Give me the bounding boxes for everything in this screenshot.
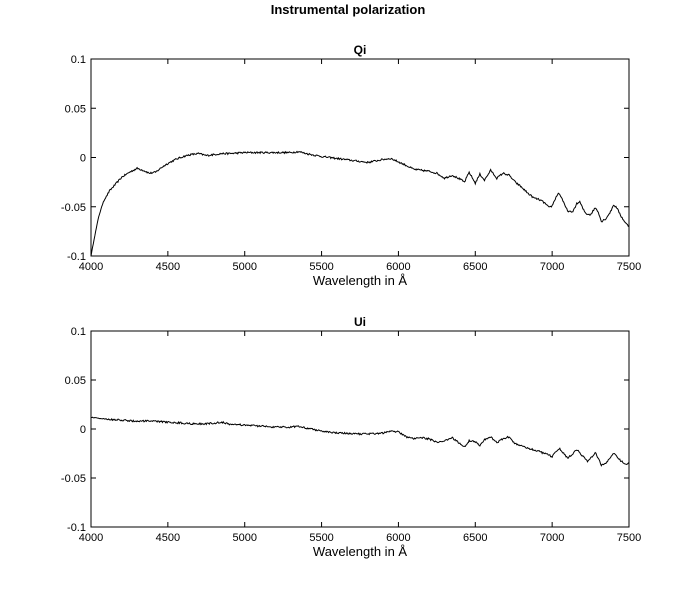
plot-area-frame <box>90 58 630 257</box>
x-tick-label: 7500 <box>617 261 641 273</box>
x-tick-label: 5000 <box>232 532 256 544</box>
x-tick-label: 7500 <box>617 532 641 544</box>
chart-title: Ui <box>354 315 366 329</box>
x-tick-label: 4500 <box>156 532 180 544</box>
x-axis-label: Wavelength in Å <box>313 273 408 288</box>
plot-area-frame <box>90 330 630 528</box>
x-tick-label: 6500 <box>463 532 487 544</box>
y-tick-label: 0.05 <box>65 103 86 115</box>
x-tick-label: 6000 <box>386 261 410 273</box>
x-tick-label: 7000 <box>540 261 564 273</box>
x-tick-label: 5000 <box>232 261 256 273</box>
chart-title: Qi <box>354 43 367 57</box>
series-line <box>90 150 630 257</box>
y-tick-label: 0.1 <box>71 326 86 338</box>
y-tick-label: -0.05 <box>61 202 86 214</box>
y-tick-label: -0.05 <box>61 473 86 485</box>
x-tick-label: 4000 <box>79 532 103 544</box>
y-tick-label: -0.1 <box>67 251 86 263</box>
x-tick-label: 7000 <box>540 532 564 544</box>
y-tick-label: 0 <box>80 424 86 436</box>
chart-panel-qi: Qi 4000 4500 5000 5500 6000 6500 7000 7500 -0.1 -0… <box>61 43 641 288</box>
y-tick-label: 0.1 <box>71 54 86 66</box>
chart-panel-ui: Ui 4000 4500 5000 5500 6000 6500 7000 7500 -0.1 -0… <box>61 315 641 559</box>
y-tick-label: -0.1 <box>67 522 86 534</box>
x-tick-label: 6500 <box>463 261 487 273</box>
y-tick-label: 0.05 <box>65 375 86 387</box>
x-tick-label: 5500 <box>309 532 333 544</box>
x-tick-label: 4500 <box>156 261 180 273</box>
x-tick-label: 4000 <box>79 261 103 273</box>
x-tick-label: 5500 <box>309 261 333 273</box>
y-tick-label: 0 <box>80 153 86 165</box>
x-axis-label: Wavelength in Å <box>313 544 408 559</box>
figure-title: Instrumental polarization <box>270 2 426 17</box>
x-tick-label: 6000 <box>386 532 410 544</box>
series-line <box>90 416 630 467</box>
